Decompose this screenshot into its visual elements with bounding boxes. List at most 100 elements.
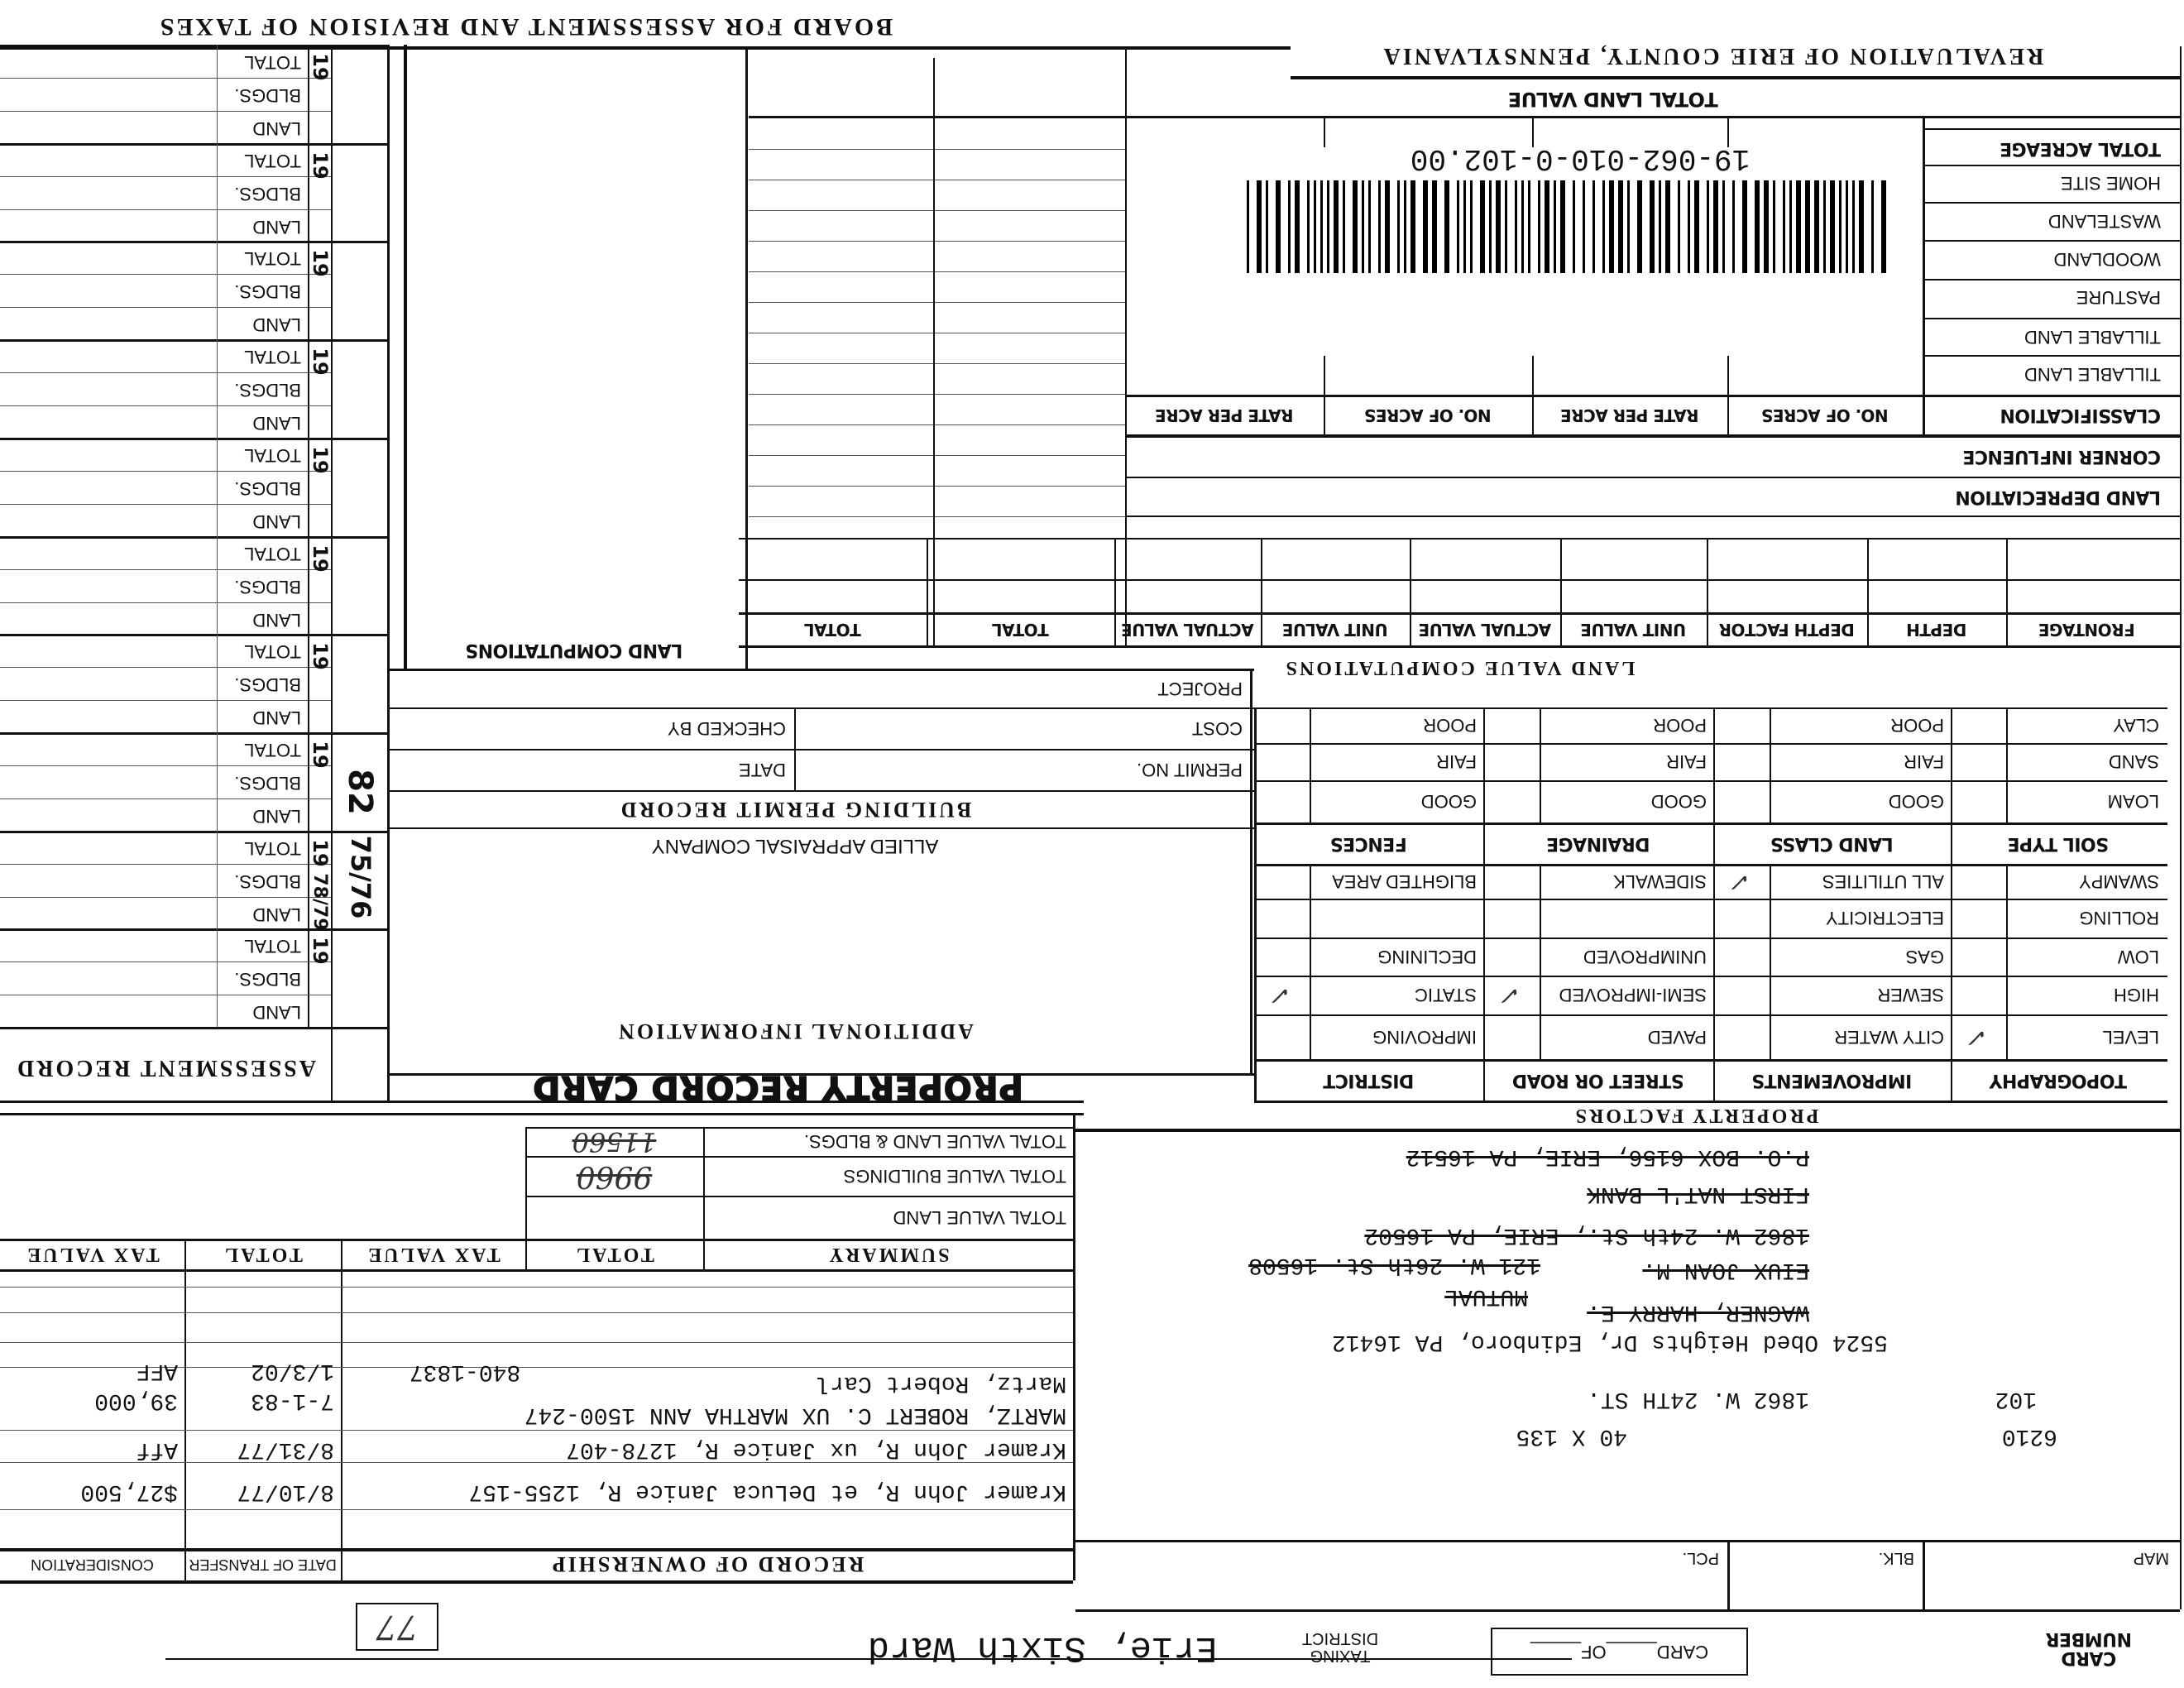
checkbox-cell[interactable]	[1713, 976, 1770, 1014]
check-mark-icon[interactable]: ✓	[1731, 866, 1752, 896]
assessment-row-label: LAND	[252, 511, 301, 532]
rule-line	[1951, 707, 1952, 1101]
barcode-bar	[1334, 180, 1339, 273]
transfer-date: 8/31/77	[237, 1436, 334, 1462]
rule-line	[387, 1073, 1254, 1076]
rule-line	[1923, 165, 2180, 166]
rule-line	[0, 1027, 389, 1029]
checkbox-cell[interactable]	[1951, 780, 2006, 822]
checkbox-cell[interactable]	[1713, 938, 1770, 976]
rule-line	[0, 897, 331, 898]
property-factor-header: LAND CLASS	[1770, 832, 1894, 854]
barcode-bar	[1538, 180, 1540, 273]
property-factor-option: FAIR	[1666, 751, 1707, 773]
checkbox-cell[interactable]	[1713, 743, 1770, 780]
checkbox-cell[interactable]	[1254, 938, 1310, 976]
checkbox-cell[interactable]	[1254, 864, 1310, 899]
rule-line	[2006, 538, 2008, 645]
checkbox-cell[interactable]	[1483, 864, 1540, 899]
rule-line	[0, 961, 331, 962]
rule-line	[0, 405, 331, 406]
checkbox-cell[interactable]	[1254, 707, 1310, 743]
rule-line	[0, 1430, 1073, 1431]
consideration-amount: Aff	[136, 1436, 178, 1462]
checkbox-cell[interactable]	[1254, 780, 1310, 822]
assessment-row-label: LAND	[252, 412, 301, 434]
rule-line	[0, 667, 331, 668]
checkbox-cell[interactable]	[1254, 1014, 1310, 1059]
rule-line	[1923, 128, 2180, 130]
checkbox-cell[interactable]	[1254, 743, 1310, 780]
rule-line	[0, 1101, 1084, 1103]
checkbox-cell[interactable]	[1483, 743, 1540, 780]
checkbox-cell[interactable]	[1713, 1014, 1770, 1059]
barcode-bar	[1288, 180, 1291, 273]
check-mark-icon[interactable]: ✓	[1501, 981, 1522, 1010]
checkbox-cell[interactable]	[1483, 707, 1540, 743]
checkbox-cell[interactable]	[1951, 707, 2006, 743]
barcode-bar	[1368, 180, 1371, 273]
project-label: PROJECT	[1157, 678, 1243, 699]
checkbox-cell[interactable]	[1951, 976, 2006, 1014]
parcel-id: 19-062-010-0-102.00	[1410, 141, 1751, 175]
card-of-field[interactable]: CARD_____OF_____	[1491, 1628, 1748, 1676]
rule-line	[1125, 434, 2180, 438]
checkbox-cell[interactable]	[1483, 938, 1540, 976]
checkbox-cell[interactable]	[1254, 899, 1310, 938]
checkbox-cell[interactable]	[1483, 899, 1540, 938]
rule-line	[1923, 318, 2180, 319]
rule-line	[749, 210, 1125, 211]
check-mark-icon[interactable]: ✓	[1967, 1022, 1990, 1052]
checkbox-cell[interactable]	[1951, 899, 2006, 938]
rule-line	[1923, 279, 2180, 281]
rule-line	[0, 765, 331, 766]
rule-line	[1125, 46, 1127, 645]
checkbox-cell[interactable]	[1483, 1014, 1540, 1059]
rule-line	[1923, 202, 2180, 204]
barcode-bar	[1573, 180, 1575, 273]
rule-line	[933, 58, 935, 645]
checkbox-cell[interactable]	[1483, 780, 1540, 822]
checkbox-cell[interactable]	[1713, 707, 1770, 743]
property-factor-option: POOR	[1423, 715, 1477, 736]
rule-line	[749, 116, 2180, 118]
classification-column-header: NO. OF ACRES	[1761, 405, 1889, 425]
rule-line	[1540, 864, 1541, 1059]
property-factor-option: CITY WATER	[1834, 1026, 1944, 1048]
rule-line	[0, 45, 389, 47]
barcode-bar	[1432, 180, 1437, 273]
pcl-label: PCL.	[1682, 1549, 1719, 1568]
checkbox-cell[interactable]	[1713, 780, 1770, 822]
assessment-year: 19	[308, 642, 332, 670]
summary-buildings-value: 9960	[576, 1158, 653, 1193]
check-mark-icon[interactable]: ✓	[1271, 981, 1293, 1010]
rule-line	[1254, 707, 2167, 709]
barcode-bar	[1583, 180, 1585, 273]
barcode-bar	[1378, 180, 1381, 273]
rule-line	[0, 1239, 1073, 1241]
checkbox-cell[interactable]	[1713, 899, 1770, 938]
property-factor-option: GAS	[1905, 946, 1944, 967]
rule-line	[1923, 1540, 1925, 1609]
checkbox-cell[interactable]	[1951, 938, 2006, 976]
rule-line	[1254, 780, 2167, 782]
assessment-year: 19	[308, 446, 332, 474]
consideration-amount: 39,000	[94, 1387, 178, 1413]
rule-line	[0, 1548, 1073, 1551]
rule-line	[1254, 864, 2167, 866]
property-factor-option: ROLLING	[2079, 908, 2159, 929]
cost-label: COST	[1191, 717, 1243, 739]
rule-line	[2180, 46, 2182, 1609]
assessment-row-label: BLDGS.	[234, 379, 301, 400]
rule-line	[749, 149, 1125, 150]
land-value-column-header: FRONTAGE	[2038, 620, 2135, 640]
rule-line	[217, 45, 218, 1028]
barcode-bar	[1307, 180, 1310, 273]
assessment-row-label: TOTAL	[244, 543, 301, 564]
barcode-bar	[1755, 180, 1760, 273]
rule-line	[1114, 538, 1116, 645]
barcode-bar	[1722, 180, 1725, 273]
checkbox-cell[interactable]	[1951, 864, 2006, 899]
checkbox-cell[interactable]	[1951, 743, 2006, 780]
rule-line	[0, 241, 389, 243]
